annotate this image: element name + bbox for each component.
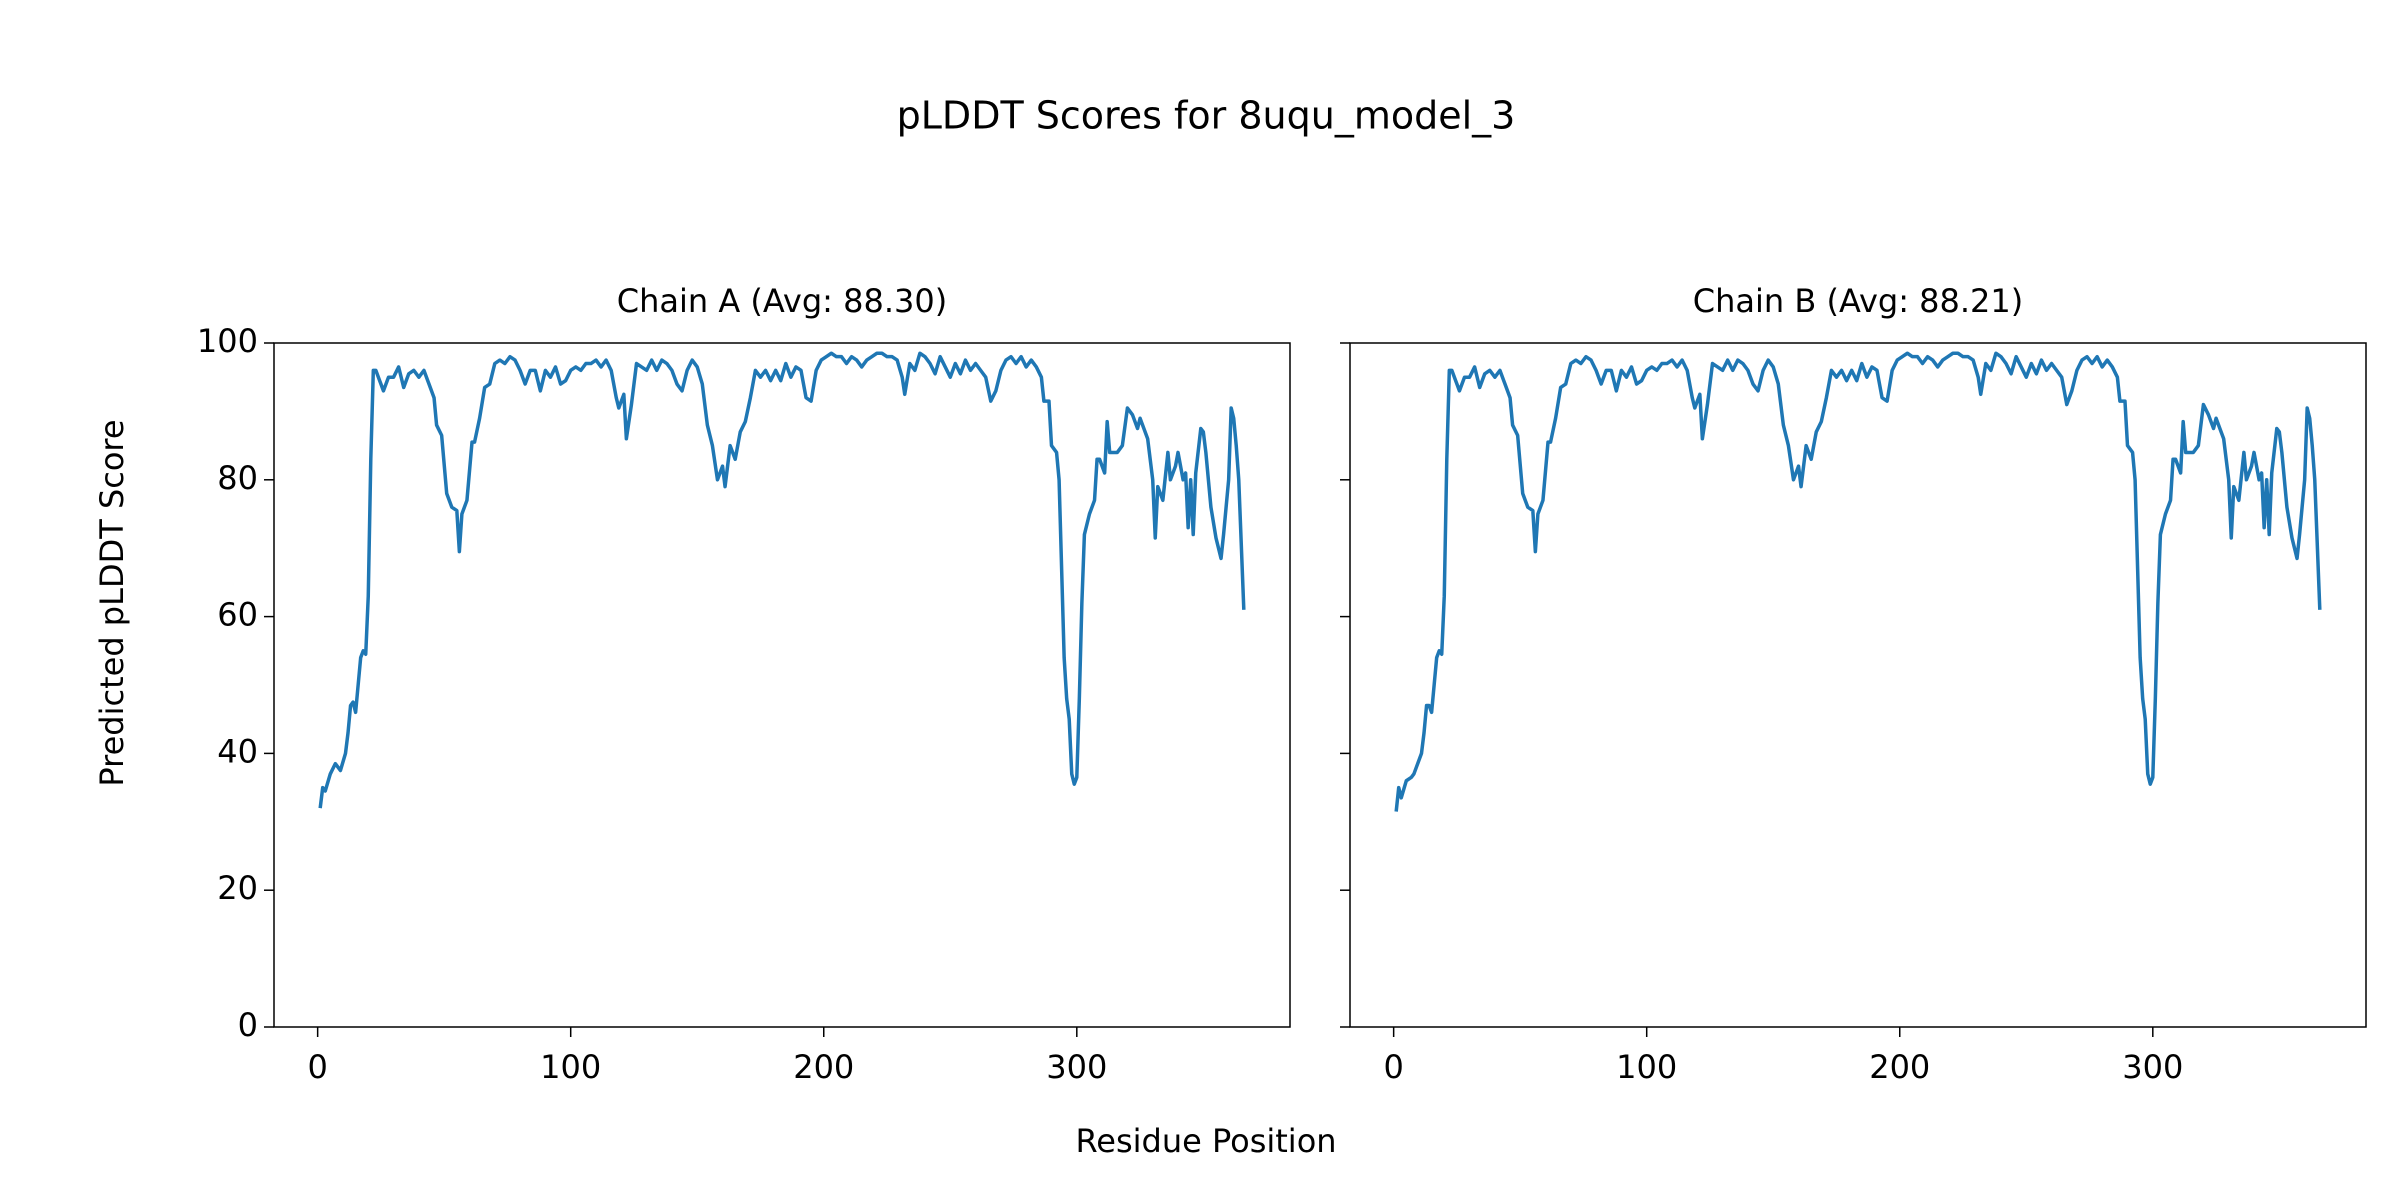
figure-title: pLDDT Scores for 8uqu_model_3: [897, 94, 1516, 138]
y-tick-label: 100: [197, 322, 258, 360]
x-tick-label: 100: [1616, 1048, 1677, 1086]
x-tick-label: 100: [540, 1048, 601, 1086]
subplot-title: Chain B (Avg: 88.21): [1693, 282, 2024, 320]
y-axis-label: Predicted pLDDT Score: [93, 419, 131, 786]
axes-frame: [273, 342, 1291, 1028]
x-tick-label: 0: [307, 1048, 327, 1086]
subplot-title: Chain A (Avg: 88.30): [617, 282, 947, 320]
axes-frame: [1349, 342, 2367, 1028]
x-tick-label: 300: [2122, 1048, 2183, 1086]
x-tick-label: 0: [1383, 1048, 1403, 1086]
x-axis-label: Residue Position: [1075, 1122, 1336, 1160]
y-tick-label: 80: [217, 459, 258, 497]
plddt-line: [318, 351, 1246, 809]
plddt-line: [1394, 351, 2322, 812]
y-tick-label: 0: [238, 1006, 258, 1044]
x-tick-label: 200: [1869, 1048, 1930, 1086]
x-tick-label: 200: [793, 1048, 854, 1086]
y-tick-label: 20: [217, 869, 258, 907]
y-tick-label: 60: [217, 596, 258, 634]
x-tick-label: 300: [1046, 1048, 1107, 1086]
y-tick-label: 40: [217, 732, 258, 770]
